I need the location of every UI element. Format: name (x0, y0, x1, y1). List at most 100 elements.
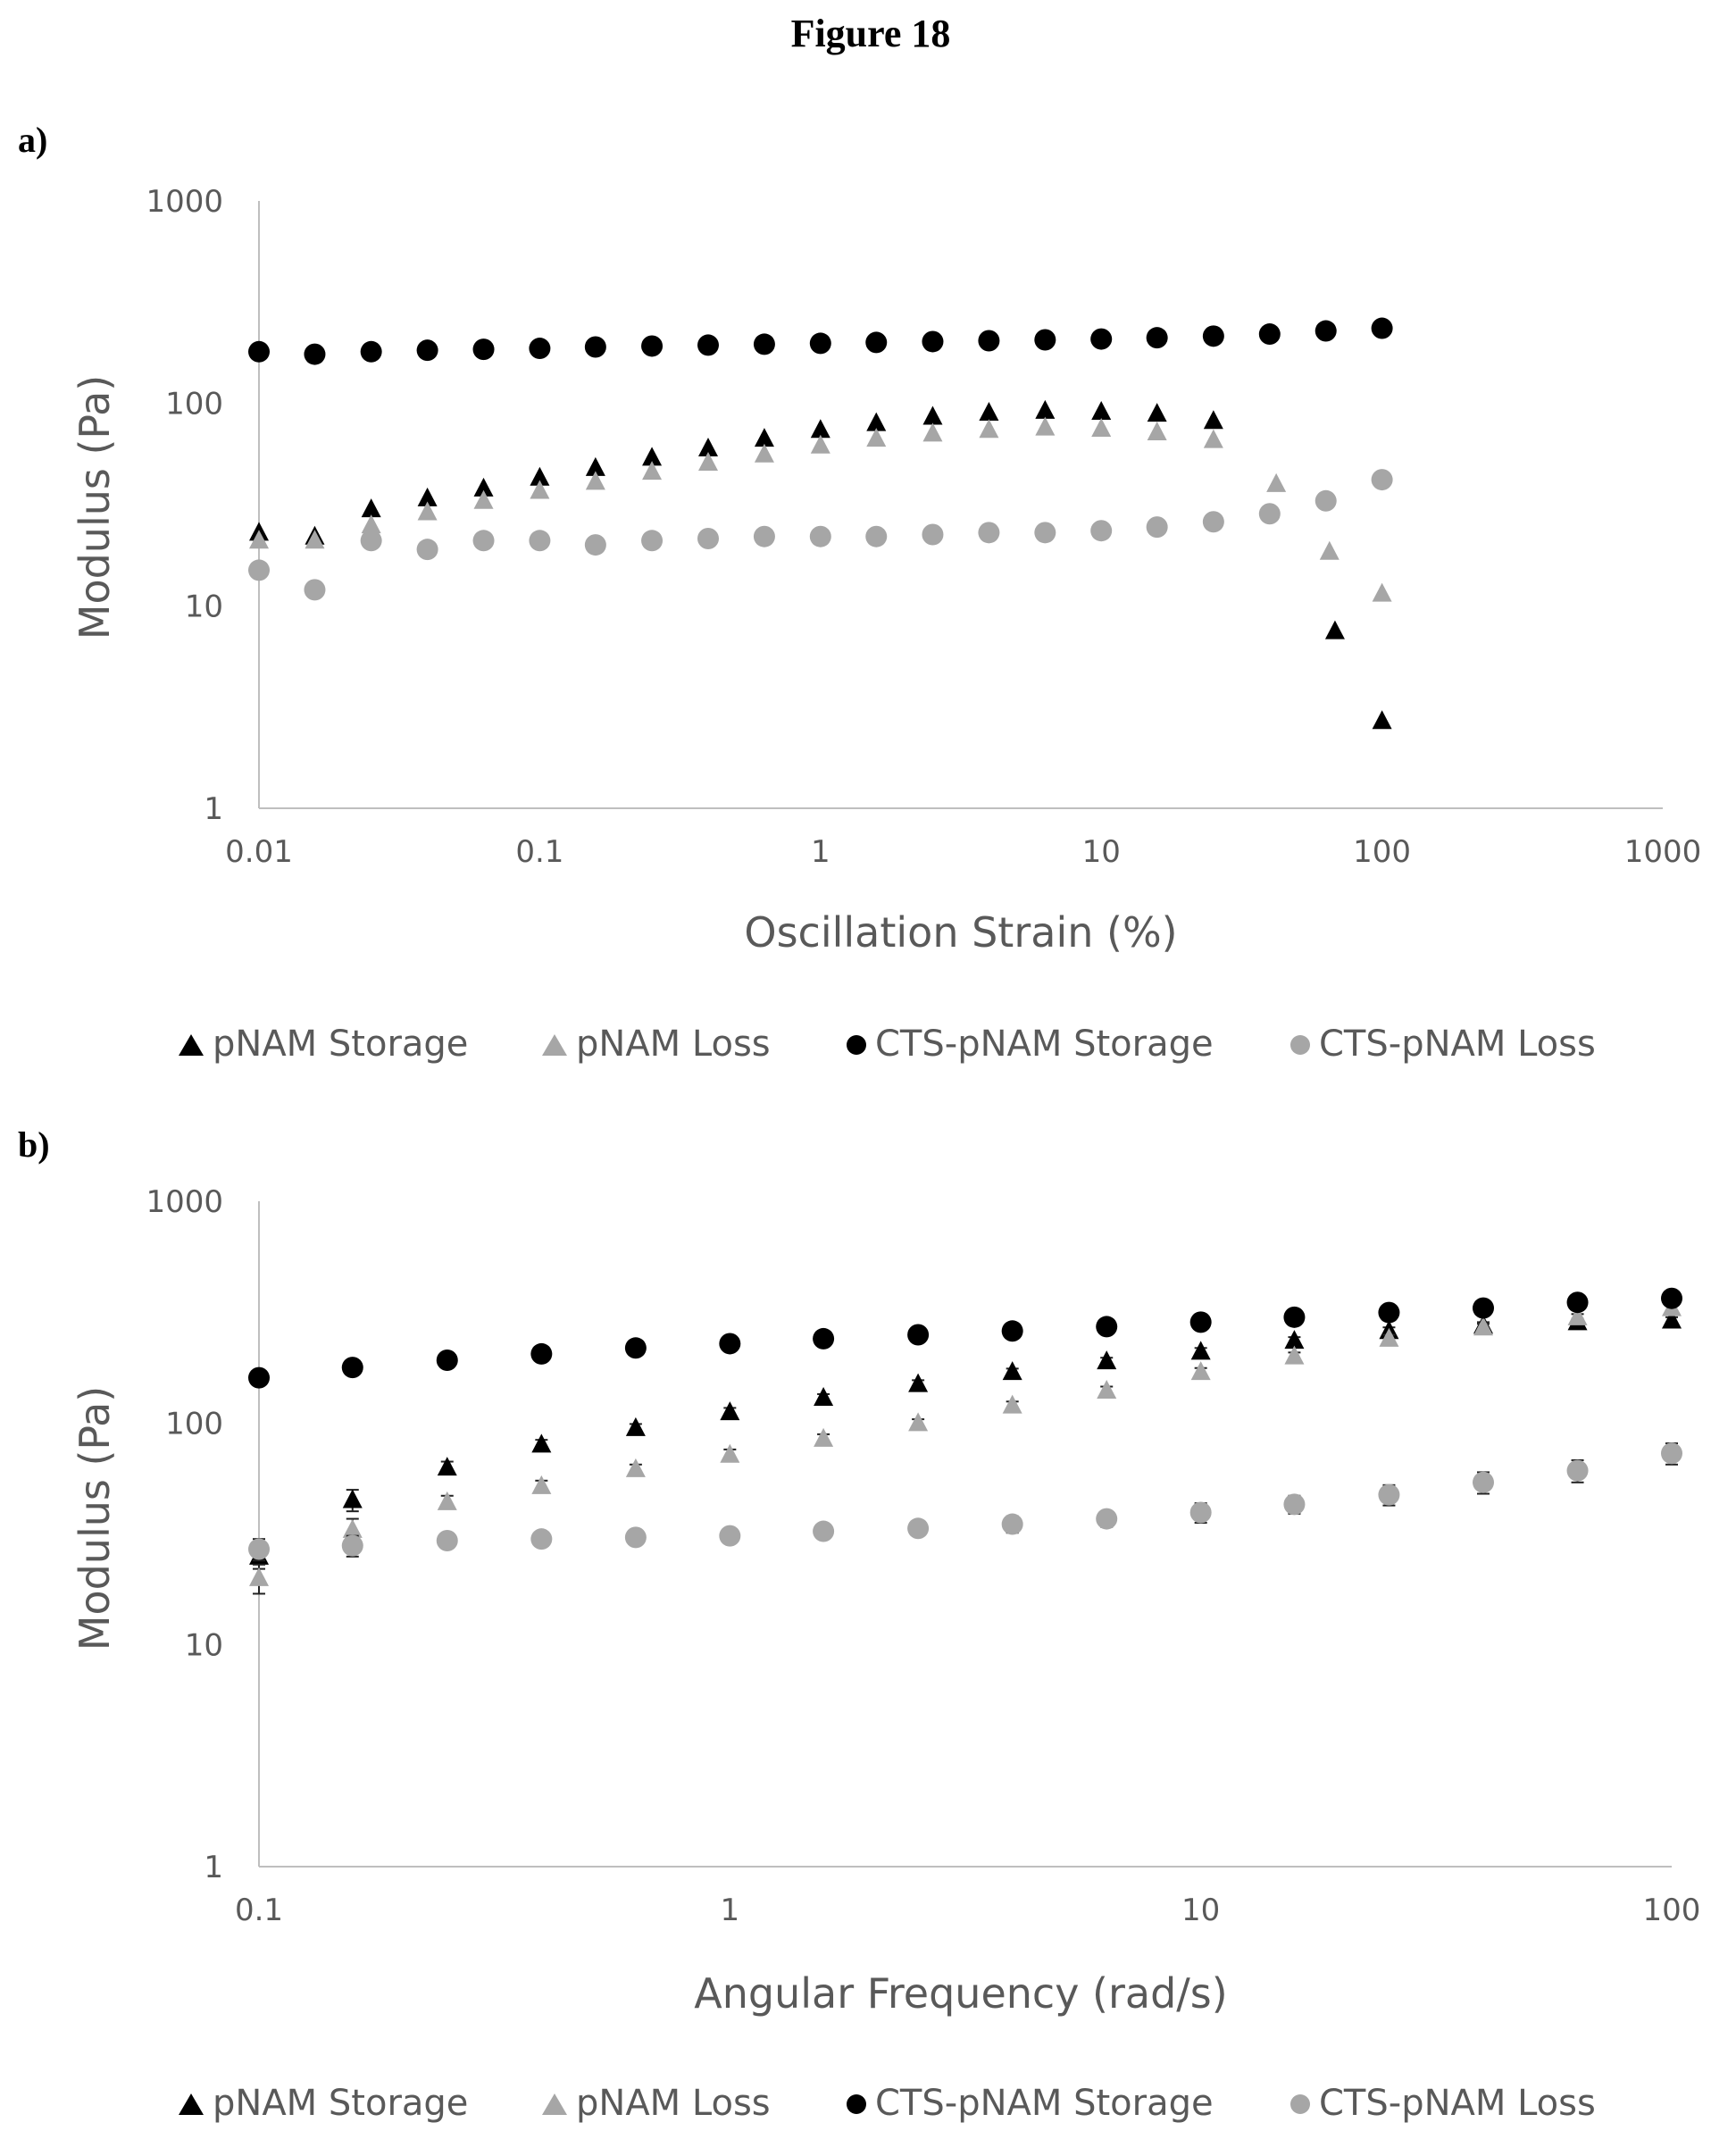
data-point (1372, 582, 1392, 602)
data-point (753, 333, 775, 355)
data-point (1034, 522, 1056, 544)
data-point (361, 498, 381, 518)
data-point (1661, 1442, 1682, 1465)
chart-b-marks (248, 1287, 1682, 1595)
legend-label-pnam-loss: pNAM Loss (576, 2083, 771, 2124)
data-point (642, 461, 663, 481)
data-point (922, 523, 944, 546)
figure-title: Figure 18 (791, 12, 951, 55)
chart-b-x-axis-title: Angular Frequency (rad/s) (694, 1969, 1227, 2018)
legend-item-pnam-loss: pNAM Loss (542, 1024, 771, 1065)
data-point (342, 1518, 363, 1538)
data-point (1002, 1394, 1022, 1414)
data-point (1097, 1380, 1117, 1400)
series-cts-pnam-loss (248, 1442, 1682, 1562)
data-point (473, 477, 494, 497)
data-point (1001, 1320, 1023, 1342)
data-point (697, 527, 720, 549)
data-point (1378, 1301, 1400, 1324)
chart-b-y-axis-title: Modulus (Pa) (71, 1386, 119, 1650)
legend-label-cts-pnam-loss: CTS-pNAM Loss (1319, 1024, 1596, 1065)
data-point (1315, 320, 1337, 342)
data-point (979, 402, 999, 422)
y-tick-label: 10 (185, 1628, 223, 1664)
data-point (624, 1337, 647, 1359)
y-tick-label: 1000 (146, 184, 223, 220)
data-point (1090, 520, 1113, 542)
data-point (978, 330, 1000, 352)
chart-a-legend: pNAM Storage pNAM Loss CTS-pNAM Storage … (179, 1024, 1596, 1065)
data-point (416, 539, 438, 561)
data-point (531, 1433, 552, 1453)
legend-label-cts-pnam-storage: CTS-pNAM Storage (875, 1024, 1214, 1065)
data-point (1035, 399, 1056, 419)
data-point (360, 530, 382, 552)
data-point (1002, 1361, 1022, 1381)
panel-label-b: b) (18, 1124, 50, 1165)
data-point (416, 339, 438, 362)
x-tick-label: 1 (811, 834, 830, 870)
data-point (754, 443, 774, 463)
data-point (360, 340, 382, 363)
data-point (813, 1327, 835, 1350)
data-point (530, 480, 550, 499)
data-point (1372, 710, 1392, 730)
data-point (698, 437, 719, 456)
legend-item-pnam-loss: pNAM Loss (542, 2083, 771, 2124)
x-tick-label: 0.1 (235, 1893, 283, 1928)
series-pnam-storage (249, 399, 1392, 730)
legend-label-pnam-loss: pNAM Loss (576, 1024, 771, 1065)
data-point (978, 522, 1000, 544)
data-point (1473, 1316, 1494, 1336)
data-point (248, 1366, 270, 1389)
data-point (809, 525, 831, 547)
data-point (810, 419, 830, 439)
legend-marker-pnam-storage (179, 1034, 204, 1056)
legend-label-pnam-storage: pNAM Storage (213, 1024, 468, 1065)
x-tick-label: 100 (1353, 834, 1411, 870)
data-point (1090, 328, 1113, 350)
data-point (1378, 1483, 1400, 1506)
data-point (437, 1457, 457, 1476)
legend-label-pnam-storage: pNAM Storage (213, 2083, 468, 2124)
data-point (248, 1538, 270, 1560)
data-point (1147, 422, 1167, 441)
y-tick-label: 100 (165, 387, 223, 422)
data-point (1266, 472, 1287, 492)
data-point (922, 330, 944, 353)
data-point (249, 1567, 269, 1586)
chart-b: b) 0.1 1 10 100 1 10 100 1000 Angular Frequency… (18, 1124, 1700, 2124)
data-point (530, 1528, 553, 1550)
y-tick-label: 1000 (146, 1184, 223, 1220)
data-point (1566, 1291, 1589, 1314)
data-point (907, 1324, 930, 1346)
data-point (249, 530, 269, 549)
series-cts-pnam-storage (248, 317, 1393, 365)
data-point (810, 434, 830, 454)
data-point (1203, 410, 1223, 430)
chart-a-axes: 0.01 0.1 1 10 100 1000 1 10 100 1000 (146, 184, 1701, 870)
y-tick-label: 100 (165, 1406, 223, 1442)
data-point (625, 1416, 646, 1436)
data-point (1258, 323, 1281, 346)
data-point (908, 1373, 929, 1392)
x-tick-label: 10 (1082, 834, 1121, 870)
data-point (813, 1520, 835, 1542)
data-point (641, 335, 664, 357)
panel-label-a: a) (18, 120, 47, 160)
legend-item-cts-pnam-storage: CTS-pNAM Storage (847, 1024, 1214, 1065)
data-point (304, 343, 326, 365)
data-point (585, 471, 605, 490)
data-point (719, 1333, 741, 1355)
chart-a-x-axis-title: Oscillation Strain (%) (744, 908, 1177, 957)
data-point (1371, 469, 1393, 491)
data-point (529, 530, 551, 552)
data-point (1662, 1309, 1682, 1329)
data-point (1189, 1311, 1212, 1333)
data-point (1473, 1297, 1495, 1319)
data-point (1324, 620, 1345, 639)
series-pnam-storage (249, 1309, 1682, 1570)
data-point (341, 1357, 363, 1379)
series-cts-pnam-storage (248, 1287, 1682, 1389)
data-point (908, 1412, 929, 1432)
